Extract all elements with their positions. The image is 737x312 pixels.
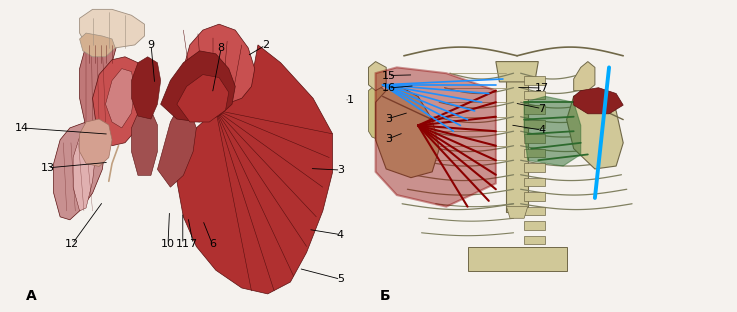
Polygon shape: [573, 61, 595, 90]
Text: 4: 4: [337, 230, 344, 240]
Polygon shape: [131, 57, 161, 119]
Polygon shape: [524, 134, 545, 143]
Text: 12: 12: [65, 239, 80, 249]
Text: 16: 16: [382, 83, 395, 93]
Text: 8: 8: [217, 43, 225, 53]
Text: 14: 14: [15, 123, 29, 133]
Polygon shape: [73, 134, 96, 211]
Polygon shape: [524, 236, 545, 244]
Polygon shape: [80, 9, 144, 48]
Polygon shape: [80, 33, 115, 57]
Text: 7: 7: [538, 104, 545, 114]
Polygon shape: [524, 149, 545, 157]
Polygon shape: [368, 85, 386, 140]
Polygon shape: [93, 57, 144, 146]
Text: 13: 13: [41, 163, 55, 173]
Polygon shape: [177, 45, 332, 294]
Text: А: А: [26, 289, 37, 303]
Polygon shape: [573, 88, 624, 114]
Text: 11: 11: [176, 239, 189, 249]
Text: 6: 6: [209, 239, 216, 249]
Polygon shape: [368, 9, 722, 300]
Polygon shape: [496, 61, 538, 82]
Text: 4: 4: [538, 125, 545, 135]
Polygon shape: [524, 105, 545, 114]
Text: 15: 15: [382, 71, 395, 80]
Polygon shape: [177, 75, 228, 122]
Text: Б: Б: [380, 289, 390, 303]
Text: 2: 2: [262, 40, 269, 50]
Polygon shape: [524, 119, 545, 128]
Text: 1: 1: [346, 95, 354, 105]
Polygon shape: [80, 119, 112, 167]
Text: 5: 5: [337, 274, 344, 284]
Polygon shape: [161, 51, 235, 122]
Polygon shape: [15, 9, 339, 306]
Text: 17: 17: [534, 83, 549, 93]
Polygon shape: [524, 163, 545, 172]
Polygon shape: [131, 110, 158, 175]
Text: 10: 10: [161, 239, 175, 249]
Polygon shape: [524, 76, 545, 85]
Polygon shape: [177, 24, 255, 104]
Polygon shape: [467, 247, 567, 271]
Polygon shape: [524, 90, 545, 99]
Polygon shape: [506, 207, 528, 218]
Polygon shape: [368, 61, 386, 90]
Polygon shape: [524, 207, 545, 215]
Polygon shape: [567, 90, 624, 169]
Polygon shape: [376, 67, 496, 207]
Polygon shape: [54, 122, 105, 220]
Polygon shape: [86, 69, 125, 146]
Polygon shape: [524, 96, 581, 166]
Polygon shape: [80, 24, 119, 128]
Text: 7: 7: [189, 239, 197, 249]
Polygon shape: [524, 178, 545, 186]
Polygon shape: [524, 221, 545, 230]
Polygon shape: [524, 192, 545, 201]
Polygon shape: [376, 85, 439, 178]
Polygon shape: [105, 69, 135, 128]
Polygon shape: [506, 61, 528, 212]
Polygon shape: [158, 110, 196, 187]
Text: 9: 9: [147, 40, 155, 50]
Text: 3: 3: [385, 134, 392, 144]
Text: 3: 3: [385, 114, 392, 124]
Text: 3: 3: [337, 165, 344, 175]
